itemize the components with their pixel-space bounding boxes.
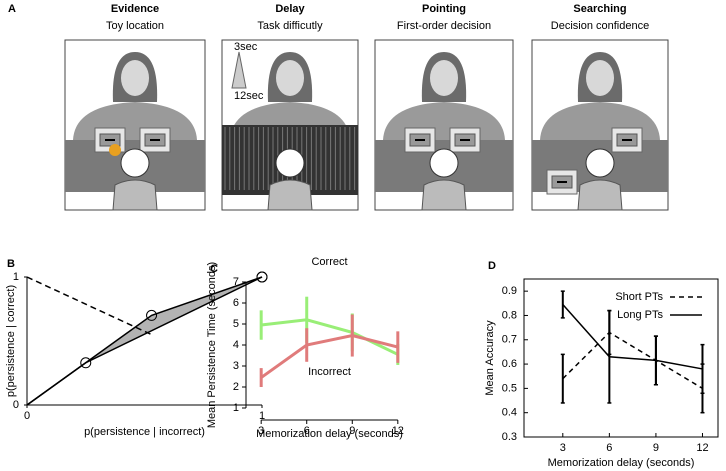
- roc-curve: [26, 276, 263, 406]
- frame-title: Pointing: [422, 3, 466, 15]
- frame-title: Delay: [275, 3, 305, 15]
- child-body: [267, 179, 313, 211]
- y-tick-label: 6: [233, 297, 239, 309]
- series-line: [261, 318, 399, 356]
- frame-subtitle: Task difficutly: [257, 20, 323, 32]
- child-body: [577, 179, 623, 211]
- legend-label: Long PTs: [617, 309, 663, 321]
- y-tick-label: 5: [233, 318, 239, 330]
- x-tick-label: 9: [653, 442, 659, 454]
- series-line: [260, 334, 399, 379]
- chart: D Memorization delay (seconds) Mean Accura…: [484, 260, 719, 469]
- y-tick-label: 0.4: [502, 407, 517, 419]
- x-tick-label: 6: [304, 425, 310, 437]
- y-tick-label: 3: [233, 360, 239, 372]
- x-axis-label: Memorization delay (seconds): [548, 457, 695, 469]
- y-axis-label: Mean Persistence Time (seconds): [206, 262, 218, 428]
- child-head: [429, 148, 459, 178]
- y-tick-label: 1: [233, 402, 239, 414]
- y-tick-label: 0.6: [502, 358, 517, 370]
- y-tick-label: 7: [233, 276, 239, 288]
- toy: [109, 144, 121, 156]
- delay-top: 3sec: [234, 41, 258, 53]
- plot-frame: [523, 278, 719, 438]
- y-tick-label: 0.5: [502, 382, 517, 394]
- child-head: [120, 148, 150, 178]
- frame-subtitle: First-order decision: [397, 20, 491, 32]
- x-axis-label: Memorization delay (seconds): [256, 428, 403, 440]
- series-line: [562, 304, 703, 370]
- y-tick-label: 0.8: [502, 309, 517, 321]
- legend-label: Short PTs: [615, 291, 663, 303]
- frame: 3sec 12sec: [221, 39, 359, 211]
- frame-subtitle: Decision confidence: [551, 20, 649, 32]
- panel-label: D: [488, 260, 496, 272]
- frame-subtitle: Toy location: [106, 20, 164, 32]
- child-head: [585, 148, 615, 178]
- series-label: Correct: [311, 256, 347, 268]
- woman-face: [276, 60, 304, 96]
- series-line: [562, 331, 703, 390]
- roc-point: [256, 271, 268, 283]
- roc-curve: [26, 276, 263, 406]
- panel-label: C: [210, 263, 218, 275]
- x-tick-label: 12: [696, 442, 708, 454]
- roc-point: [146, 309, 158, 321]
- child-head: [275, 148, 305, 178]
- y-tick-label: 0.9: [502, 285, 517, 297]
- frame: [374, 39, 514, 211]
- dashed-line: [26, 276, 152, 336]
- delay-triangle: [231, 51, 247, 89]
- y-axis-label: Mean Accuracy: [484, 320, 496, 396]
- series-label: Incorrect: [308, 366, 351, 378]
- frame: [64, 39, 206, 211]
- woman-face: [121, 60, 149, 96]
- x-tick-label: 6: [606, 442, 612, 454]
- y-tick-label: 4: [233, 339, 239, 351]
- panel-label: B: [7, 258, 15, 270]
- x-tick-label: 12: [392, 425, 404, 437]
- y-tick-label: 0.7: [502, 334, 517, 346]
- woman-face: [430, 60, 458, 96]
- y-tick-label: 2: [233, 381, 239, 393]
- frame-title: Searching: [573, 3, 626, 15]
- y-tick-label: 0: [13, 399, 19, 411]
- roc-point: [80, 357, 92, 369]
- y-tick-label: 1: [13, 271, 19, 283]
- frame-title: Evidence: [111, 3, 159, 15]
- child-body: [421, 179, 467, 211]
- panel-label: A: [8, 3, 16, 15]
- x-tick-label: 3: [560, 442, 566, 454]
- x-tick-label: 3: [258, 425, 264, 437]
- x-tick-label: 1: [259, 410, 265, 422]
- y-axis-label: p(persistence | correct): [5, 285, 17, 397]
- woman-face: [586, 60, 614, 96]
- chart: C Memorization delay (seconds) Mean Persis…: [206, 256, 404, 440]
- delay-bottom: 12sec: [234, 90, 264, 102]
- frame: [531, 39, 669, 211]
- x-tick-label: 0: [24, 410, 30, 422]
- roc-area: [27, 277, 262, 405]
- y-tick-label: 0.3: [502, 431, 517, 443]
- x-axis-label: p(persistence | incorrect): [84, 426, 205, 438]
- x-tick-label: 9: [349, 425, 355, 437]
- child-body: [112, 179, 158, 211]
- chart: Bp(persistence | incorrect) p(persistence…: [5, 258, 268, 438]
